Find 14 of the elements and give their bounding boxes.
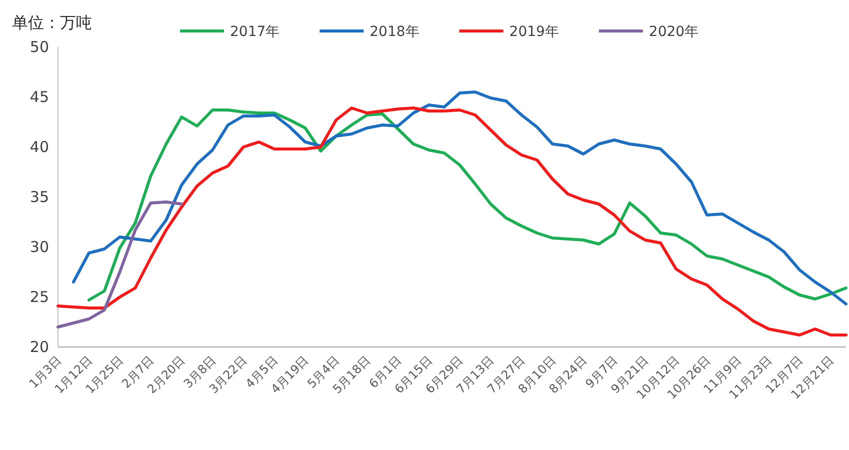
y-tick-label: 45 bbox=[30, 88, 49, 106]
y-tick-label: 35 bbox=[30, 188, 49, 206]
y-tick-label: 25 bbox=[30, 288, 49, 306]
y-tick-label: 40 bbox=[30, 138, 49, 156]
legend-label: 2019年 bbox=[509, 24, 559, 40]
y-tick-label: 30 bbox=[30, 238, 49, 256]
legend-label: 2018年 bbox=[370, 24, 420, 40]
y-axis-title: 单位：万吨 bbox=[12, 13, 92, 32]
y-tick-label: 50 bbox=[30, 38, 49, 56]
y-tick-label: 20 bbox=[30, 338, 49, 356]
legend-label: 2020年 bbox=[648, 24, 699, 40]
legend-label: 2017年 bbox=[230, 24, 280, 40]
line-series bbox=[56, 106, 848, 336]
line-series bbox=[56, 200, 184, 328]
